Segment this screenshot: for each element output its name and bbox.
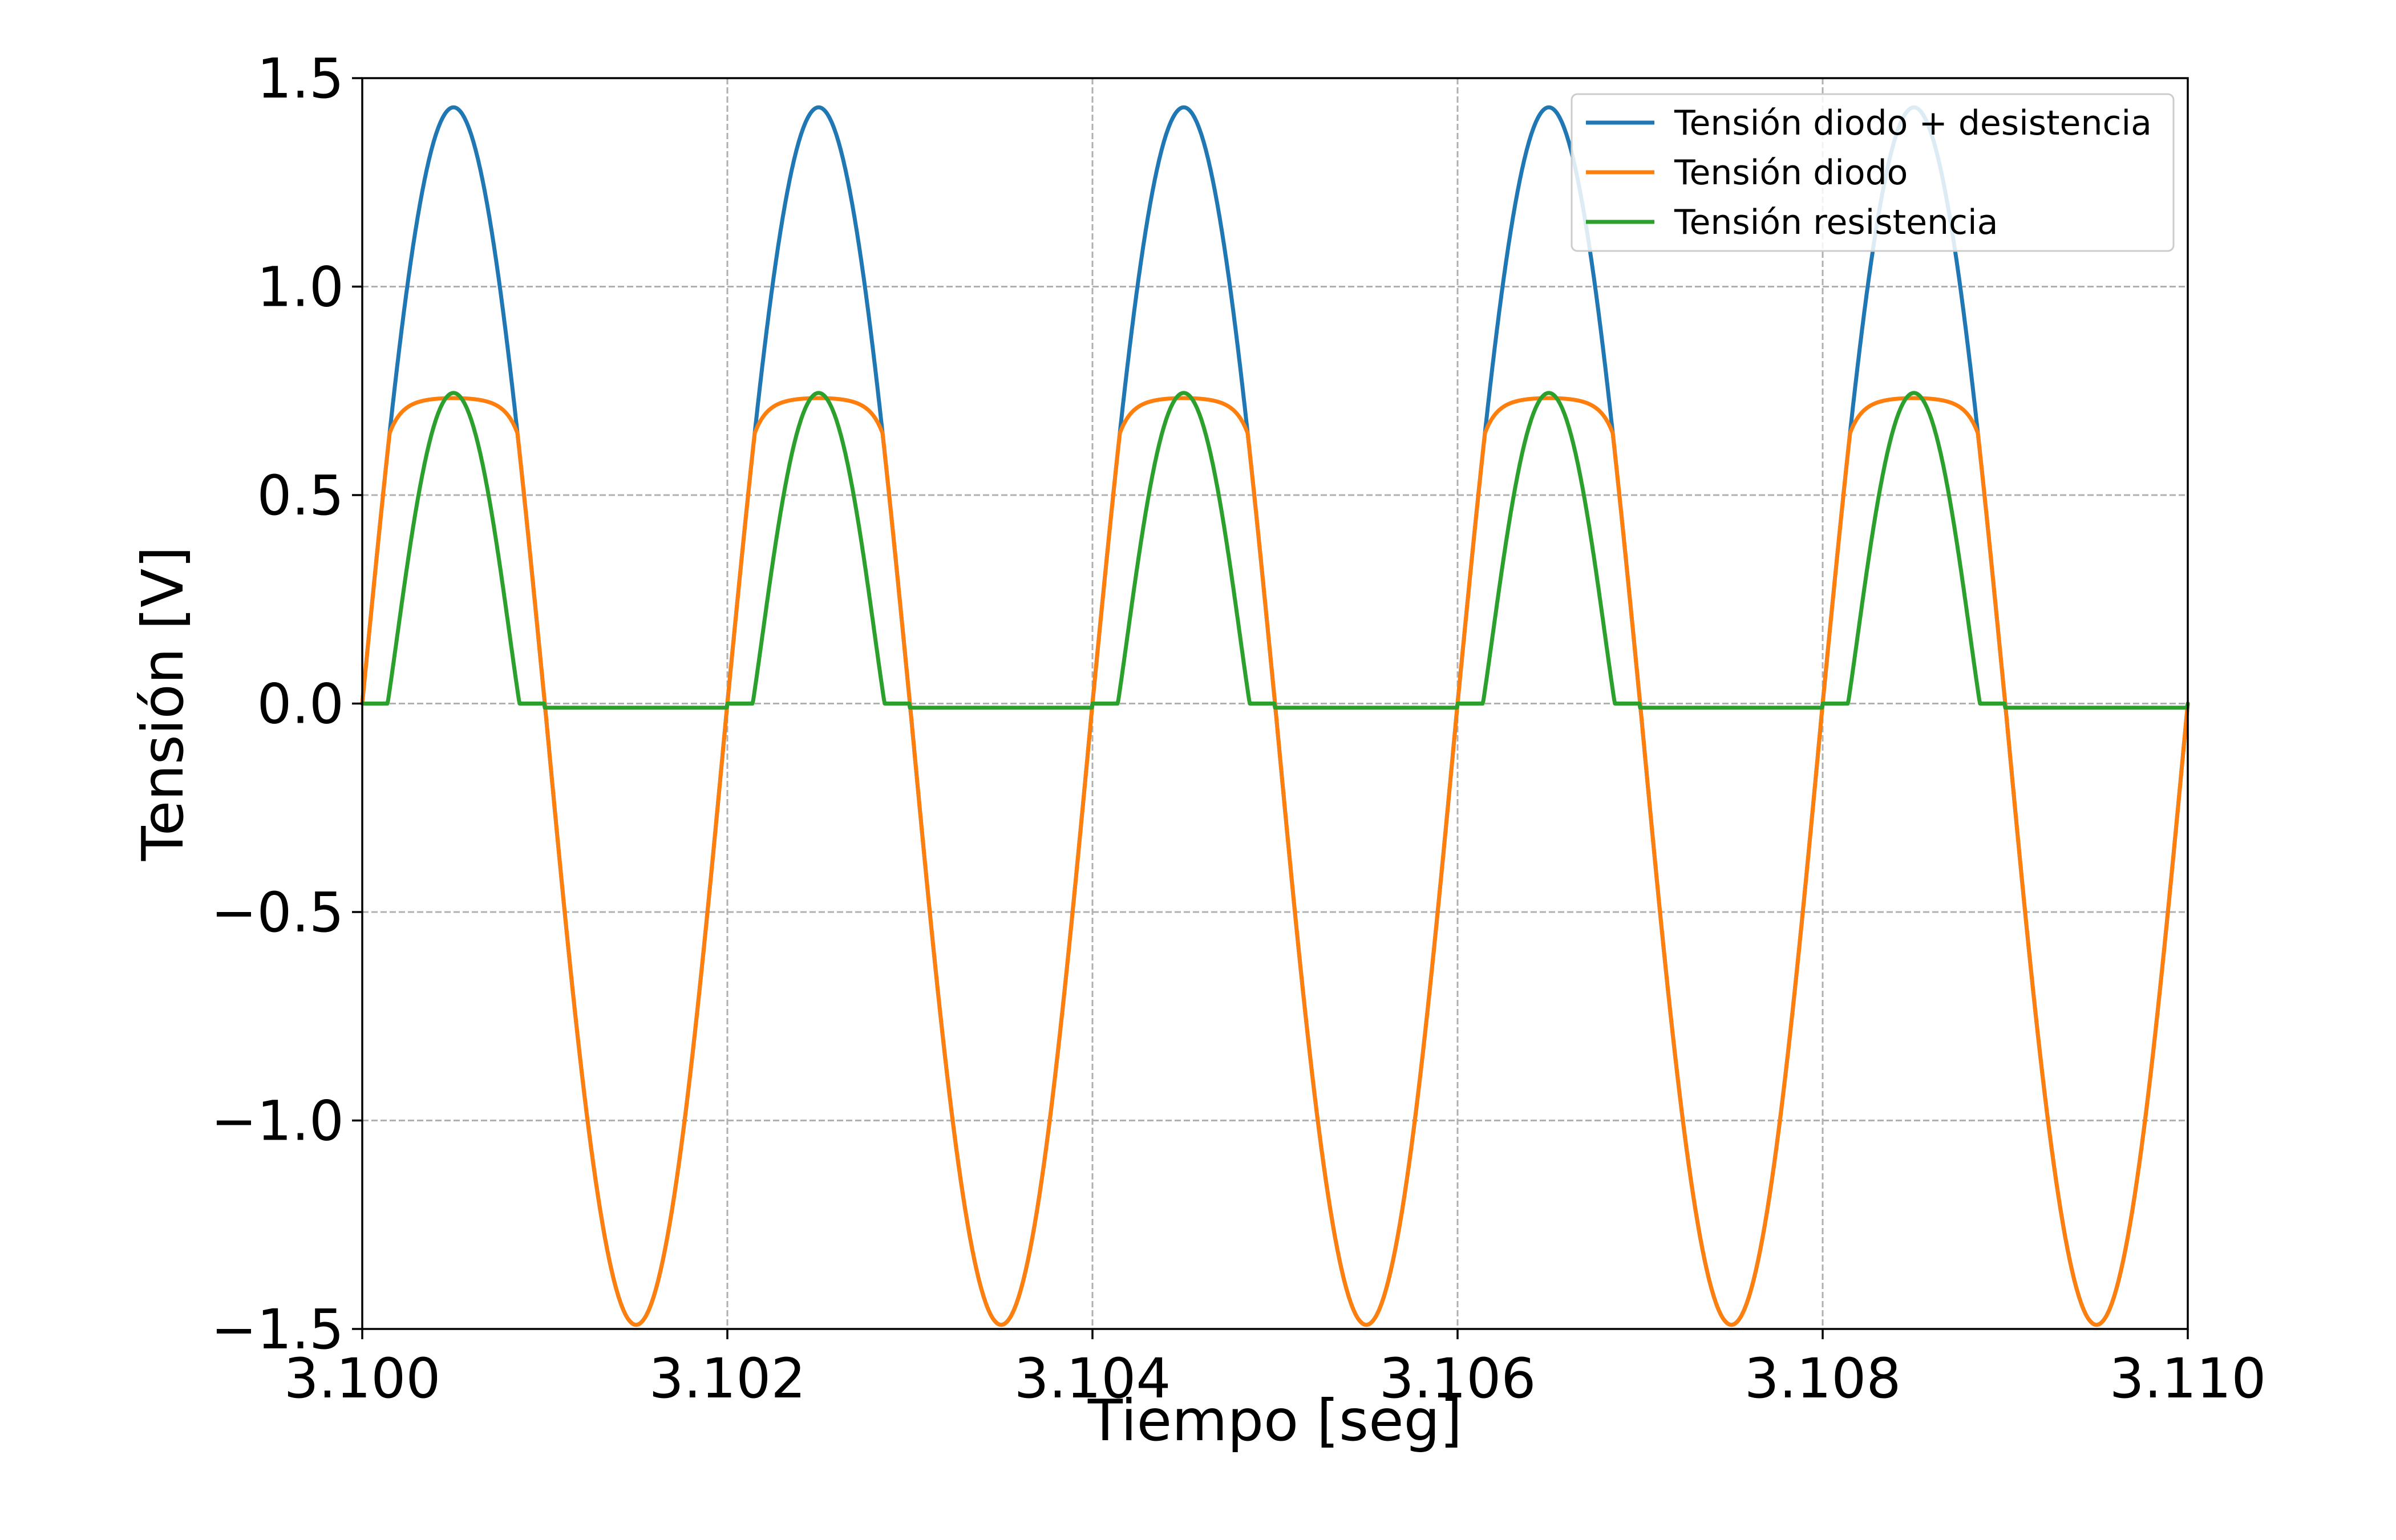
x-tick-label: 3.106: [1379, 1347, 1536, 1411]
series-line: [360, 391, 2190, 710]
y-axis-label: Tensión [V]: [129, 546, 196, 862]
x-tick-label: 3.108: [1745, 1347, 1901, 1411]
ticks: 3.100 3.102 3.104 3.106 3.108 3.110 −1.5 −1.0 −0…: [211, 47, 2267, 1411]
y-tick-label: 1.5: [257, 47, 344, 111]
x-tick-label: 3.102: [649, 1347, 806, 1411]
y-tick-label: 0.0: [257, 672, 344, 736]
legend-label: Tensión diodo + desistencia: [1674, 103, 2152, 143]
y-tick-label: −1.5: [211, 1298, 344, 1361]
x-tick-label: 3.100: [284, 1347, 441, 1411]
x-tick-label: 3.104: [1014, 1347, 1171, 1411]
legend: Tensión diodo + desistencia Tensión diodo…: [1571, 93, 2175, 252]
legend-label: Tensión diodo: [1674, 153, 1908, 193]
legend-label: Tensión resistencia: [1674, 202, 1998, 242]
x-axis-label: Tiempo [seg]: [1087, 1387, 1462, 1454]
legend-box: [1571, 93, 2175, 252]
y-tick-label: 0.5: [257, 464, 344, 528]
x-tick-label: 3.110: [2110, 1347, 2267, 1411]
y-tick-label: −0.5: [211, 881, 344, 945]
y-tick-label: −1.0: [211, 1089, 344, 1153]
y-tick-label: 1.0: [257, 256, 344, 319]
